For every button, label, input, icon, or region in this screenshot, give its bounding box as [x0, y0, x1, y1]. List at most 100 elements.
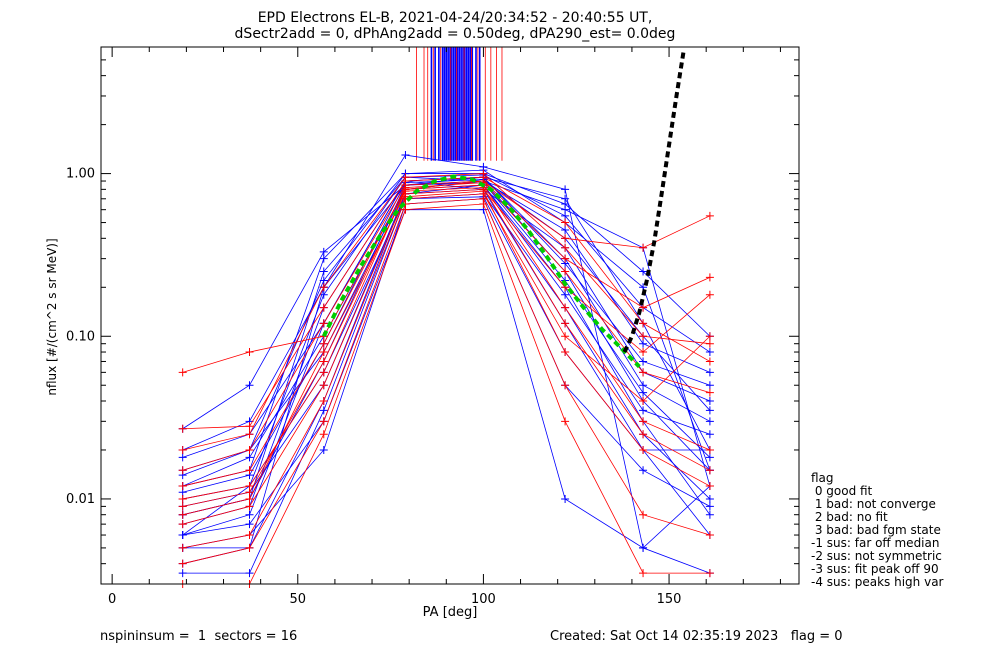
data-point: [639, 339, 648, 348]
chart-title: EPD Electrons EL-B, 2021-04-24/20:34:52 …: [258, 10, 653, 26]
data-point: [561, 381, 570, 390]
series-line: [182, 182, 711, 487]
data-point: [245, 422, 254, 431]
data-point: [561, 303, 570, 312]
legend-item: 0 good fit: [811, 484, 873, 498]
legend: flag 0 good fit 1 bad: not converge 2 ba…: [811, 471, 944, 589]
legend-item: 3 bad: bad fgm state: [811, 523, 941, 537]
plot-frame: [100, 46, 800, 585]
data-point: [639, 319, 648, 328]
chart-subtitle: dSectr2add = 0, dPhAng2add = 0.50deg, dP…: [235, 26, 676, 42]
series-line: [182, 187, 711, 507]
data-point: [319, 290, 328, 299]
data-point: [178, 453, 187, 462]
data-point: [319, 267, 328, 276]
data-point: [639, 267, 648, 276]
data-point: [561, 200, 570, 209]
series-line: [182, 190, 711, 525]
data-point: [178, 531, 187, 540]
data-point: [705, 417, 714, 426]
data-point: [639, 466, 648, 475]
data-point: [705, 388, 714, 397]
series-line: [182, 173, 711, 476]
series-line: [182, 193, 711, 549]
data-point: [178, 482, 187, 491]
x-axis-label: PA [deg]: [423, 605, 478, 620]
data-point: [705, 332, 714, 341]
data-point: [705, 531, 714, 540]
series-line: [182, 184, 711, 500]
data-point: [319, 339, 328, 348]
series-line: [182, 180, 711, 471]
data-point: [178, 559, 187, 568]
data-point: [401, 173, 410, 182]
data-point: [319, 396, 328, 405]
data-point: [319, 357, 328, 366]
series-line: [182, 176, 711, 451]
x-tick-label: 150: [657, 592, 682, 607]
data-point: [639, 348, 648, 357]
data-point: [561, 218, 570, 227]
data-point: [245, 510, 254, 519]
data-point: [705, 357, 714, 366]
data-point: [561, 234, 570, 243]
data-point: [639, 417, 648, 426]
data-point: [319, 254, 328, 263]
data-point: [639, 569, 648, 578]
data-point: [245, 445, 254, 454]
axes: 0 50 100 150 0.01 0.10 1.00: [66, 46, 799, 607]
y-tick-label: 0.10: [66, 329, 95, 344]
y-axis-label: nflux [#/(cm^2 s sr MeV)]: [45, 238, 59, 395]
data-point: [178, 520, 187, 529]
data-point: [245, 453, 254, 462]
x-tick-label: 100: [471, 592, 496, 607]
legend-title: flag: [811, 471, 834, 485]
data-point: [705, 211, 714, 220]
data-point: [639, 357, 648, 366]
data-point: [319, 406, 328, 415]
data-point: [705, 453, 714, 462]
data-point: [479, 169, 488, 178]
data-point: [561, 254, 570, 263]
data-point: [705, 406, 714, 415]
data-point: [245, 466, 254, 475]
data-point: [178, 494, 187, 503]
data-point: [319, 303, 328, 312]
data-point: [705, 339, 714, 348]
data-point: [705, 348, 714, 357]
data-point: [705, 502, 714, 511]
data-point: [245, 531, 254, 540]
fit-curve: [321, 174, 641, 369]
data-point: [319, 283, 328, 292]
data-point: [705, 396, 714, 405]
data-point: [178, 445, 187, 454]
data-point: [319, 430, 328, 439]
extrapolation-curve: [622, 49, 686, 353]
data-point: [178, 543, 187, 552]
data-point: [479, 200, 488, 209]
series-line: [182, 182, 711, 516]
data-point: [639, 388, 648, 397]
series-line: [182, 188, 710, 507]
data-point: [705, 273, 714, 282]
data-point: [705, 494, 714, 503]
data-point: [178, 569, 187, 578]
data-point: [639, 396, 648, 405]
data-point: [561, 332, 570, 341]
legend-item: -4 sus: peaks high var: [811, 575, 944, 589]
data-point: [245, 381, 254, 390]
data-point: [178, 510, 187, 519]
series-line: [182, 169, 711, 487]
data-point: [561, 185, 570, 194]
series-line: [182, 179, 711, 493]
data-point: [705, 381, 714, 390]
data-point: [401, 187, 410, 196]
data-point: [245, 494, 254, 503]
data-point: [319, 368, 328, 377]
series-line: [182, 198, 711, 549]
data-point: [319, 417, 328, 426]
x-tick-label: 0: [108, 592, 116, 607]
data-point: [561, 290, 570, 299]
footer-right: Created: Sat Oct 14 02:35:19 2023 flag =…: [550, 629, 843, 644]
